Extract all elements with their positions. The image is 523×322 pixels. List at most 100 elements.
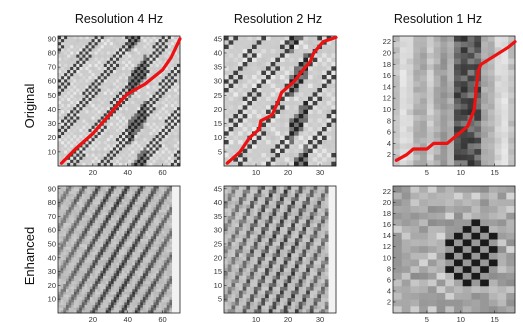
y-tick-label: 16 [383, 71, 391, 80]
y-tick-label: 4 [387, 286, 391, 295]
y-tick-label: 45 [214, 184, 222, 193]
y-tick-label: 16 [383, 220, 391, 229]
x-tick-label: 15 [490, 315, 498, 322]
y-tick-label: 8 [387, 264, 391, 273]
panel-image [58, 186, 181, 314]
x-tick-label: 20 [89, 315, 97, 322]
y-tick-label: 35 [214, 212, 222, 221]
y-tick-label: 60 [48, 77, 56, 86]
column-title-2hz: Resolution 2 Hz [234, 12, 322, 26]
column-title-4hz: Resolution 4 Hz [75, 12, 163, 26]
y-tick-label: 20 [383, 198, 391, 207]
y-tick-label: 20 [383, 48, 391, 57]
y-tick-label: 70 [48, 63, 56, 72]
y-tick-label: 30 [48, 119, 56, 128]
y-tick-label: 80 [48, 198, 56, 207]
y-tick-label: 45 [214, 34, 222, 43]
y-tick-label: 90 [48, 184, 56, 193]
y-tick-label: 4 [387, 139, 391, 148]
x-tick-label: 5 [425, 168, 429, 177]
alignment-path-line [394, 40, 517, 162]
y-tick-label: 20 [214, 105, 222, 114]
y-tick-label: 25 [214, 91, 222, 100]
y-tick-label: 2 [387, 150, 391, 159]
y-tick-label: 40 [48, 253, 56, 262]
x-tick-label: 10 [252, 168, 260, 177]
y-tick-label: 40 [48, 105, 56, 114]
y-tick-label: 35 [214, 63, 222, 72]
y-tick-label: 12 [383, 242, 391, 251]
x-tick-label: 5 [425, 315, 429, 322]
axes-frame [223, 185, 337, 314]
y-tick-label: 70 [48, 212, 56, 221]
y-tick-label: 6 [387, 128, 391, 137]
panel-original-4hz: 10 20 30 40 50 60 70 80 90 20 40 60 [48, 34, 182, 177]
panel-original-2hz: 5 10 15 20 25 30 35 40 45 10 20 30 [214, 34, 338, 177]
x-tick-label: 60 [158, 168, 166, 177]
panel-image [393, 36, 516, 167]
y-tick-label: 20 [48, 133, 56, 142]
y-tick-label: 40 [214, 198, 222, 207]
axes-frame [392, 35, 516, 167]
axes-frame [57, 35, 181, 167]
alignment-path-line [225, 35, 338, 165]
panel-image [224, 186, 337, 314]
y-tick-label: 10 [214, 133, 222, 142]
panel-enhanced-2hz: 5 10 15 20 25 30 35 40 45 10 20 30 [214, 184, 337, 322]
y-tick-label: 22 [383, 37, 391, 46]
y-tick-label: 60 [48, 226, 56, 235]
y-tick-label: 18 [383, 209, 391, 218]
alignment-path-line [59, 37, 182, 165]
axes-frame [57, 185, 181, 314]
y-tick-label: 15 [214, 119, 222, 128]
y-tick-label: 50 [48, 239, 56, 248]
y-tick-label: 30 [214, 77, 222, 86]
y-tick-label: 12 [383, 94, 391, 103]
y-tick-label: 15 [214, 267, 222, 276]
y-tick-label: 22 [383, 187, 391, 196]
axes-frame [223, 35, 337, 167]
x-tick-label: 20 [89, 168, 97, 177]
x-tick-label: 60 [158, 315, 166, 322]
x-tick-label: 30 [316, 315, 324, 322]
y-tick-label: 10 [383, 105, 391, 114]
y-tick-label: 10 [383, 253, 391, 262]
x-tick-label: 40 [124, 168, 132, 177]
y-tick-label: 8 [387, 116, 391, 125]
panel-image [393, 186, 516, 314]
y-tick-label: 5 [218, 147, 222, 156]
x-tick-label: 40 [124, 315, 132, 322]
y-tick-label: 5 [218, 295, 222, 304]
y-tick-label: 10 [214, 281, 222, 290]
x-tick-label: 30 [316, 168, 324, 177]
y-tick-label: 6 [387, 275, 391, 284]
column-title-1hz: Resolution 1 Hz [394, 12, 482, 26]
y-tick-label: 14 [383, 231, 391, 240]
y-tick-label: 10 [48, 295, 56, 304]
x-tick-label: 15 [490, 168, 498, 177]
y-tick-label: 10 [48, 147, 56, 156]
y-tick-label: 2 [387, 297, 391, 306]
y-tick-label: 90 [48, 34, 56, 43]
x-tick-label: 10 [457, 315, 465, 322]
panel-original-1hz: 2 4 6 8 10 12 14 16 18 20 22 5 10 15 [383, 35, 517, 177]
axes-frame [392, 185, 516, 314]
row-label-enhanced: Enhanced [22, 227, 37, 286]
y-tick-label: 20 [48, 281, 56, 290]
panel-enhanced-4hz: 10 20 30 40 50 60 70 80 90 20 40 60 [48, 184, 181, 322]
y-tick-label: 30 [48, 267, 56, 276]
y-tick-label: 18 [383, 60, 391, 69]
y-tick-label: 30 [214, 226, 222, 235]
x-tick-label: 20 [284, 315, 292, 322]
y-tick-label: 40 [214, 48, 222, 57]
y-tick-label: 14 [383, 82, 391, 91]
x-tick-label: 10 [252, 315, 260, 322]
panel-enhanced-1hz: 2 4 6 8 10 12 14 16 18 20 22 5 10 15 [383, 185, 516, 322]
y-tick-label: 20 [214, 253, 222, 262]
row-label-original: Original [22, 83, 37, 128]
y-tick-label: 80 [48, 48, 56, 57]
panel-image [224, 36, 337, 167]
x-tick-label: 10 [457, 168, 465, 177]
y-tick-label: 25 [214, 239, 222, 248]
